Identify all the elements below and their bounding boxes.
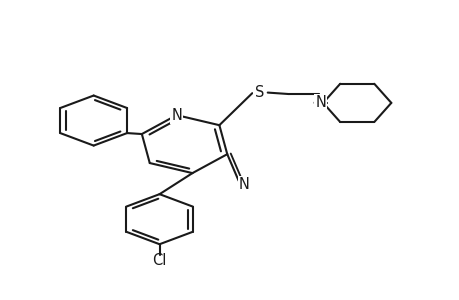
- Text: S: S: [254, 85, 263, 100]
- Text: N: N: [238, 177, 249, 192]
- Text: N: N: [315, 95, 325, 110]
- Text: N: N: [171, 108, 182, 123]
- Text: Cl: Cl: [152, 253, 166, 268]
